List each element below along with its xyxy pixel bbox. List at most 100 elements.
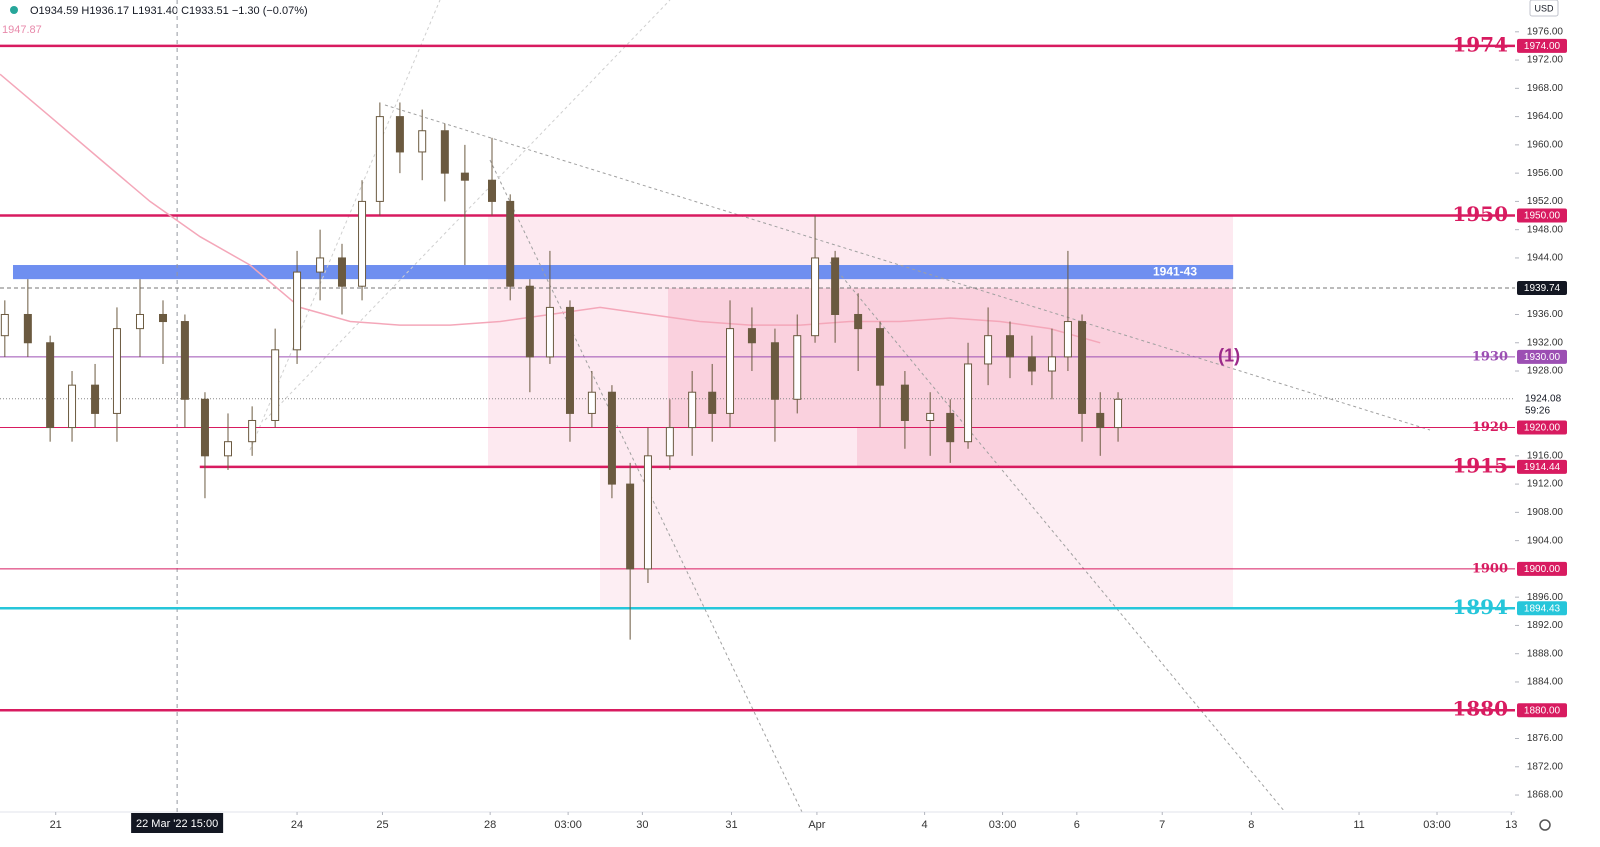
x-tick-label: 8: [1248, 819, 1254, 831]
price-tag: [1517, 459, 1567, 474]
candle-body: [200, 398, 209, 457]
x-tick-label: 25: [376, 819, 388, 831]
level-label: 1930: [1472, 349, 1508, 364]
candle-body: [68, 384, 77, 429]
candle-body: [375, 116, 384, 202]
y-tick-label: 1916.00: [1527, 450, 1564, 461]
y-tick-label: 1948.00: [1527, 224, 1564, 235]
y-tick-label: 1904.00: [1527, 535, 1564, 546]
level-label: 1950: [1452, 202, 1508, 226]
trendline: [264, 0, 671, 421]
price-tag-label: 1950.00: [1524, 211, 1561, 222]
ma-label: 1947.87: [2, 24, 42, 36]
x-tick-label: 6: [1074, 819, 1080, 831]
ohlc-header: O1934.59 H1936.17 L1931.40 C1933.51 −1.3…: [30, 5, 308, 17]
candle-body: [726, 328, 735, 414]
candle-body: [643, 455, 652, 570]
y-tick-label: 1944.00: [1527, 253, 1564, 264]
candle-body: [831, 257, 840, 315]
candle-body: [112, 328, 121, 414]
settings-icon[interactable]: [1539, 819, 1551, 831]
candle-body: [688, 391, 697, 429]
level-label: 1900: [1472, 561, 1508, 576]
candle-body: [1006, 335, 1014, 358]
x-tick-label: 24: [291, 819, 303, 831]
candle-body: [1047, 356, 1056, 372]
candle-body: [358, 200, 367, 287]
candle-body: [793, 335, 802, 400]
candle-body: [248, 419, 257, 443]
candle-body: [708, 391, 717, 414]
candle-body: [565, 306, 574, 414]
level-label: 1894: [1452, 595, 1508, 619]
price-tag: [1517, 703, 1567, 718]
y-tick-label: 1908.00: [1527, 507, 1564, 518]
trendline: [384, 104, 1431, 431]
candle-body: [1027, 356, 1036, 372]
x-tick-label: 7: [1159, 819, 1165, 831]
price-tag-label: 1914.44: [1524, 462, 1561, 473]
candle-body: [984, 335, 993, 365]
candle-body: [337, 257, 346, 287]
candle-body: [665, 427, 674, 457]
crosshair-tag: [131, 813, 224, 833]
x-tick-label: 03:00: [1423, 819, 1451, 831]
range-zone: [600, 467, 1233, 607]
y-tick-label: 1932.00: [1527, 337, 1564, 348]
y-tick-label: 1876.00: [1527, 733, 1564, 744]
y-tick-label: 1976.00: [1527, 26, 1564, 37]
price-tag: [1517, 420, 1567, 435]
countdown: 59:26: [1525, 405, 1550, 416]
candle-body: [23, 313, 32, 344]
candle-body: [770, 342, 779, 400]
range-zone: [857, 428, 1233, 467]
price-tag-label: 1930.00: [1524, 352, 1561, 363]
candle-body: [964, 363, 973, 443]
status-dot: [10, 6, 18, 14]
candle-body: [1114, 398, 1123, 429]
candle-body: [876, 328, 885, 386]
candle-body: [587, 391, 596, 414]
last-price-label: 1924.08: [1525, 393, 1562, 404]
y-tick-label: 1936.00: [1527, 309, 1564, 320]
candle-body: [46, 342, 55, 429]
y-tick-label: 1872.00: [1527, 761, 1564, 772]
candle-body: [545, 306, 554, 358]
y-tick-label: 1968.00: [1527, 83, 1564, 94]
candle-body: [747, 328, 756, 344]
candle-body: [395, 116, 404, 153]
candle-body: [1063, 321, 1072, 358]
candle-body: [946, 412, 955, 443]
candle-body: [91, 384, 100, 414]
currency: USD: [1534, 3, 1554, 13]
price-tag-label: 1974.00: [1524, 41, 1561, 52]
y-tick-label: 1956.00: [1527, 168, 1564, 179]
candle-body: [440, 130, 449, 174]
x-tick-label: 11: [1353, 819, 1364, 831]
candle-body: [488, 179, 497, 202]
y-tick-label: 1964.00: [1527, 111, 1564, 122]
candle-body: [900, 384, 909, 421]
candle-body: [0, 313, 9, 337]
candle-body: [293, 271, 302, 351]
x-tick-label: 4: [922, 819, 928, 831]
candle-body: [854, 313, 863, 330]
price-tag: [1517, 38, 1567, 53]
x-tick-label: 31: [725, 819, 737, 831]
price-tag-label: 1939.74: [1524, 283, 1561, 294]
candle-body: [626, 483, 635, 570]
x-tick-label: Apr: [808, 819, 825, 831]
wave-annotation: (1): [1218, 346, 1240, 366]
candle-body: [506, 200, 515, 287]
currency-button[interactable]: [1529, 0, 1559, 17]
x-tick-label: 28: [484, 819, 496, 831]
x-tick-label: 13: [1505, 819, 1517, 831]
candle-body: [223, 441, 232, 457]
candle-body: [1078, 321, 1087, 414]
candle-body: [135, 313, 144, 330]
y-tick-label: 1928.00: [1527, 366, 1564, 377]
y-tick-label: 1972.00: [1527, 55, 1564, 66]
candle-body: [460, 172, 469, 181]
